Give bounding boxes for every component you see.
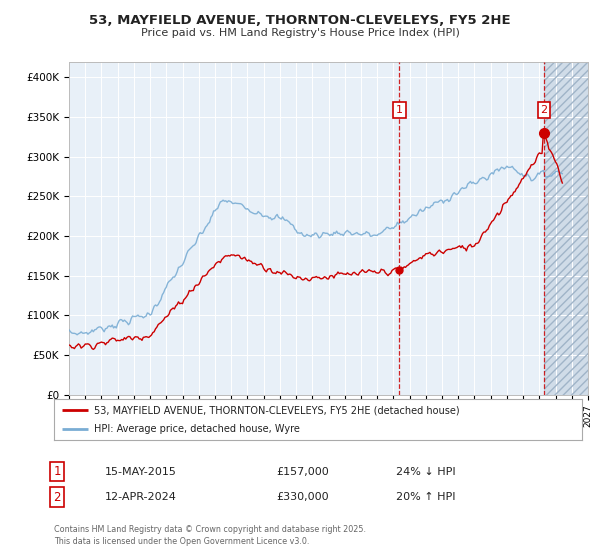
Text: 15-MAY-2015: 15-MAY-2015 bbox=[105, 466, 177, 477]
Text: £157,000: £157,000 bbox=[276, 466, 329, 477]
Text: £330,000: £330,000 bbox=[276, 492, 329, 502]
Text: 1: 1 bbox=[53, 465, 61, 478]
Text: 24% ↓ HPI: 24% ↓ HPI bbox=[396, 466, 455, 477]
Text: 53, MAYFIELD AVENUE, THORNTON-CLEVELEYS, FY5 2HE (detached house): 53, MAYFIELD AVENUE, THORNTON-CLEVELEYS,… bbox=[94, 405, 459, 415]
Text: HPI: Average price, detached house, Wyre: HPI: Average price, detached house, Wyre bbox=[94, 424, 299, 433]
Text: Price paid vs. HM Land Registry's House Price Index (HPI): Price paid vs. HM Land Registry's House … bbox=[140, 28, 460, 38]
Bar bbox=[544, 62, 596, 395]
Text: 1: 1 bbox=[396, 105, 403, 115]
Text: 53, MAYFIELD AVENUE, THORNTON-CLEVELEYS, FY5 2HE: 53, MAYFIELD AVENUE, THORNTON-CLEVELEYS,… bbox=[89, 14, 511, 27]
Text: Contains HM Land Registry data © Crown copyright and database right 2025.
This d: Contains HM Land Registry data © Crown c… bbox=[54, 525, 366, 546]
Text: 20% ↑ HPI: 20% ↑ HPI bbox=[396, 492, 455, 502]
Text: 2: 2 bbox=[53, 491, 61, 504]
Text: 12-APR-2024: 12-APR-2024 bbox=[105, 492, 177, 502]
Text: 2: 2 bbox=[541, 105, 547, 115]
Bar bbox=[544, 62, 596, 395]
